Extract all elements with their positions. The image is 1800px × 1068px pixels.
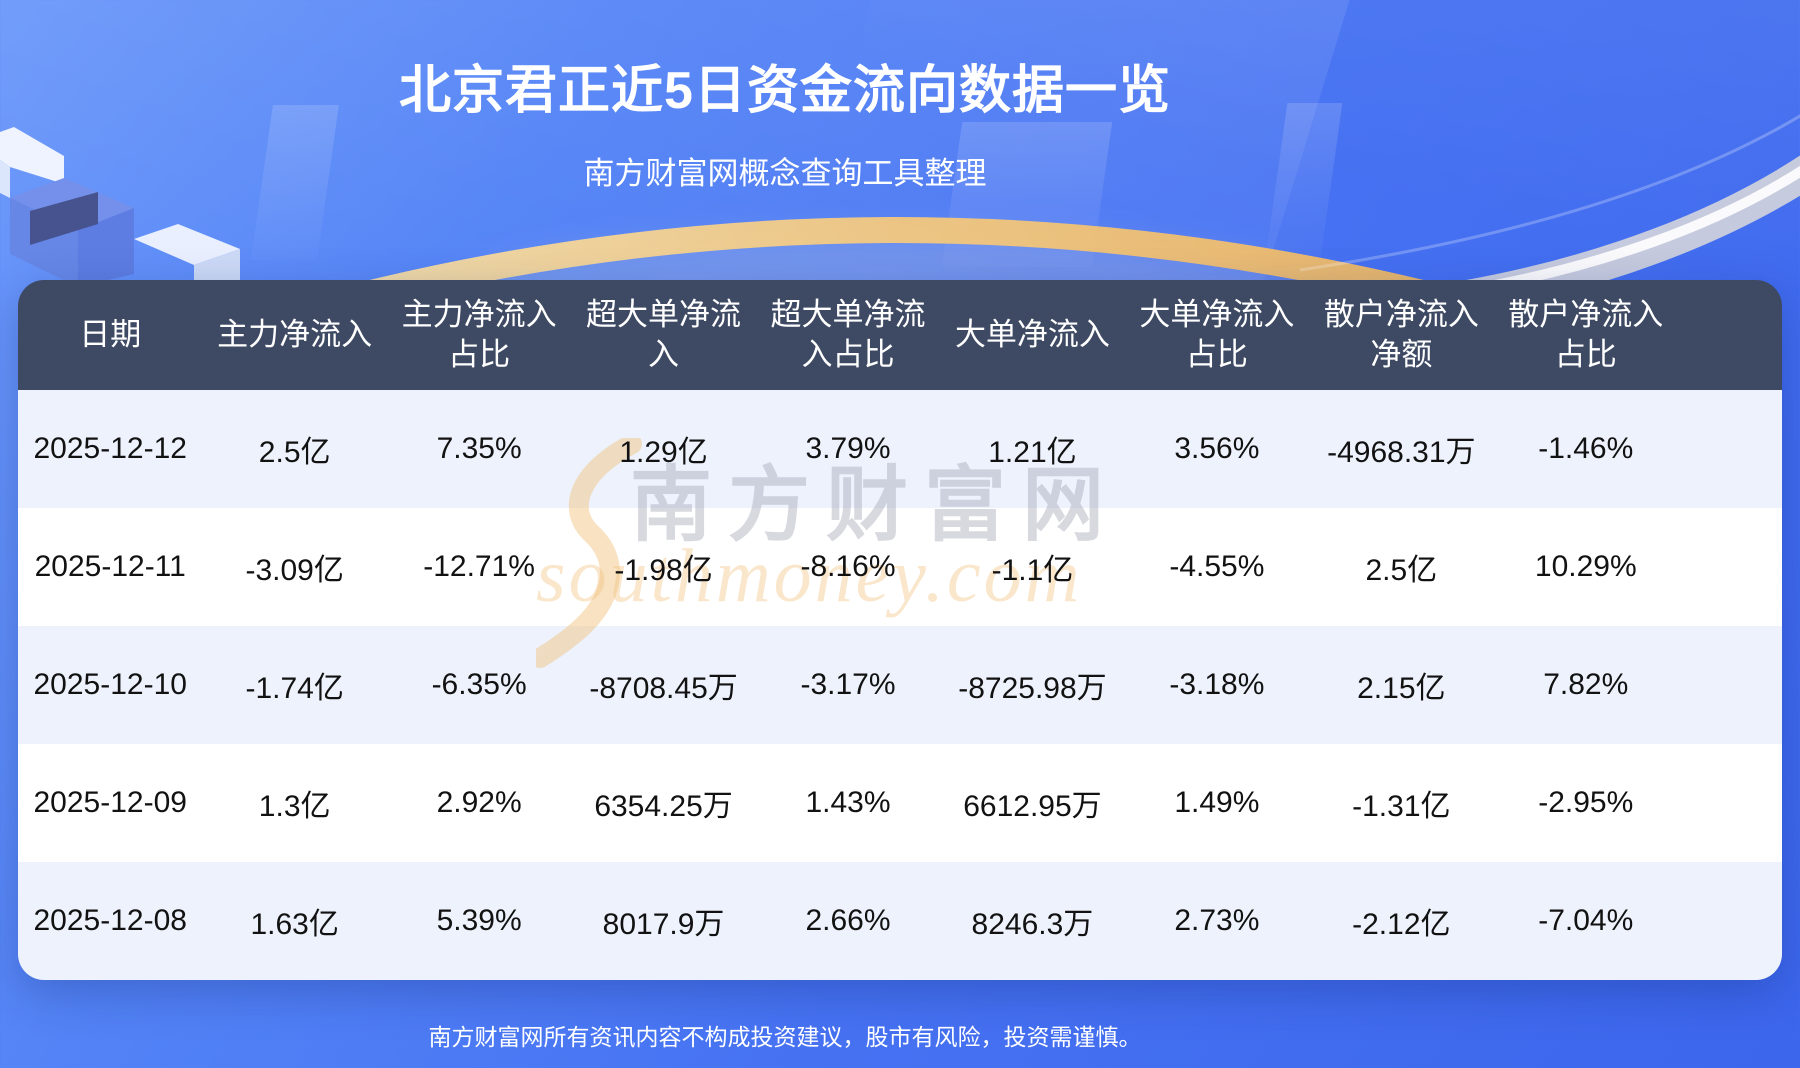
table-cell: -1.1亿 [991,554,1074,587]
table-cell: 2.73% [1174,904,1260,937]
table-cell: 6612.95万 [963,790,1102,823]
table-row: 2025-12-11 -3.09亿 -12.71% -1.98亿 -8.16% -1.1亿… [18,508,1782,626]
table-cell: -1.31亿 [1352,790,1451,823]
table-cell: -1.74亿 [245,672,344,705]
table-cell: -4968.31万 [1327,436,1476,469]
table-cell: 6354.25万 [594,790,733,823]
table-cell: -1.98亿 [614,554,713,587]
table-cell: -7.04% [1538,904,1634,937]
table-cell: 2.15亿 [1357,672,1446,705]
table-cell: 5.39% [436,904,522,937]
column-header: 日期 [79,317,142,352]
table-cell: -4.55% [1169,550,1265,583]
column-header: 散户净流入 净额 [1323,297,1479,372]
table-cell: -8.16% [800,550,896,583]
table-cell: -3.17% [800,668,896,701]
table-cell: 1.63亿 [250,908,339,941]
page-subtitle: 南方财富网概念查询工具整理 [583,156,987,191]
table-cell: 1.21亿 [988,436,1077,469]
column-header: 主力净流入 [217,317,373,352]
table-cell: 2025-12-10 [33,668,187,701]
table-cell: -3.09亿 [245,554,344,587]
table-header-row: 日期 主力净流入 主力净流入 占比 超大单净流 入超大单净流 入占比 大单净流入 大单净流… [18,280,1782,390]
table-cell: 2.92% [436,786,522,819]
table-cell: -12.71% [423,550,535,583]
table-cell: 1.29亿 [619,436,708,469]
table-cell: -1.46% [1538,432,1634,465]
table-cell: 10.29% [1534,550,1637,583]
table-cell: 3.79% [805,432,891,465]
table-row: 2025-12-09 1.3亿 2.92% 6354.25万 1.43% 6612.95万… [18,744,1782,862]
column-header: 散户净流入 占比 [1508,297,1664,372]
table-cell: 2025-12-11 [34,550,186,583]
table-cell: -8708.45万 [589,672,738,705]
column-header: 超大单净流 入占比 [770,297,926,372]
table-cell: -6.35% [431,668,527,701]
column-header: 大单净流入 [954,317,1110,352]
table-row: 2025-12-08 1.63亿 5.39% 8017.9万 2.66% 8246.3万 2… [18,862,1782,980]
table-cell: -2.95% [1538,786,1634,819]
table-row: 2025-12-10 -1.74亿 -6.35% -8708.45万 -3.17% -87… [18,626,1782,744]
column-header: 超大单净流 入 [586,297,742,372]
page-title: 北京君正近5日资金流向数据一览 [399,62,1171,120]
table-cell: -8725.98万 [958,672,1107,705]
table-cell: 7.35% [436,432,522,465]
table-cell: -2.12亿 [1352,908,1451,941]
table-cell: -3.18% [1169,668,1265,701]
table-cell: 2.66% [805,904,891,937]
table-row: 2025-12-12 2.5亿 7.35% 1.29亿 3.79% 1.21亿 3.56% -… [18,390,1782,508]
table-cell: 2025-12-12 [33,432,187,465]
table-body: 南方财富网 southmoney.com 2025-12-12 2.5亿 7.35%… [18,390,1782,980]
table-cell: 1.49% [1174,786,1260,819]
building-illustration [0,127,240,287]
table-cell: 1.3亿 [258,790,331,823]
table-cell: 3.56% [1174,432,1260,465]
column-header: 大单净流入 占比 [1139,297,1295,372]
table-cell: 8017.9万 [602,908,725,941]
table-cell: 2025-12-09 [33,786,187,819]
table-cell: 1.43% [805,786,891,819]
table-cell: 8246.3万 [971,908,1094,941]
disclaimer-text: 南方财富网所有资讯内容不构成投资建议，股市有风险，投资需谨慎。 [428,1024,1142,1050]
table-cell: 2025-12-08 [33,904,187,937]
table-cell: 2.5亿 [1365,554,1438,587]
fund-flow-table: 日期 主力净流入 主力净流入 占比 超大单净流 入超大单净流 入占比 大单净流入 大单净流… [18,280,1782,980]
column-header: 主力净流入 占比 [401,297,557,372]
table-cell: 2.5亿 [258,436,331,469]
table-cell: 7.82% [1543,668,1629,701]
